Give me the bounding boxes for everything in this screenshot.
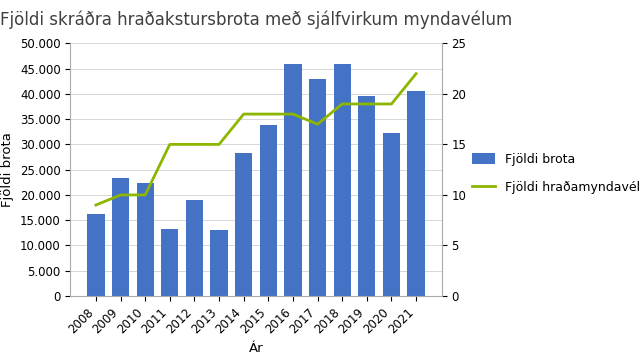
Bar [87,214,104,296]
Bar [112,178,129,296]
Text: Fjöldi skráðra hraðakstursbrota með sjálfvirkum myndavélum: Fjöldi skráðra hraðakstursbrota með sjál… [0,11,512,29]
Bar [235,153,252,296]
Bar [333,64,351,296]
Bar [136,183,154,296]
Bar [383,133,400,296]
Y-axis label: Fjöldi brota: Fjöldi brota [1,132,14,207]
Bar [408,91,425,296]
Bar [161,229,179,296]
Bar [284,64,301,296]
Bar [186,200,203,296]
Bar [358,96,376,296]
Bar [260,125,277,296]
Bar [309,79,326,296]
X-axis label: Ár: Ár [249,342,263,355]
Bar [211,230,228,296]
Legend: Fjöldi brota, Fjöldi hraðamyndavéla: Fjöldi brota, Fjöldi hraðamyndavéla [467,148,640,199]
